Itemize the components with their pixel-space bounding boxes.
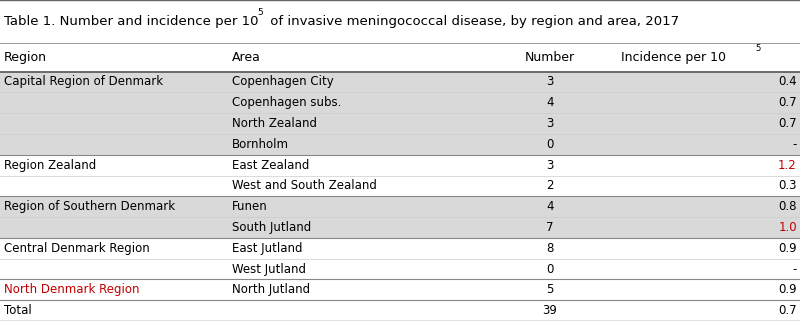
- Text: of invasive meningococcal disease, by region and area, 2017: of invasive meningococcal disease, by re…: [266, 15, 678, 28]
- Bar: [0, 176, 800, 196]
- Text: 0.4: 0.4: [778, 75, 797, 89]
- Text: Funen: Funen: [232, 200, 268, 213]
- Text: 5: 5: [257, 7, 262, 17]
- Text: 0.9: 0.9: [778, 242, 797, 255]
- Text: Central Denmark Region: Central Denmark Region: [4, 242, 150, 255]
- Bar: [0, 279, 800, 300]
- Text: West Jutland: West Jutland: [232, 263, 306, 275]
- Text: Capital Region of Denmark: Capital Region of Denmark: [4, 75, 163, 89]
- Text: 0.7: 0.7: [778, 96, 797, 109]
- Text: Incidence per 10: Incidence per 10: [621, 51, 726, 64]
- Text: Region: Region: [4, 51, 47, 64]
- Text: 0.7: 0.7: [778, 117, 797, 130]
- Text: Region Zealand: Region Zealand: [4, 159, 96, 172]
- Text: Region of Southern Denmark: Region of Southern Denmark: [4, 200, 175, 213]
- Text: 5: 5: [546, 283, 554, 296]
- Text: Copenhagen City: Copenhagen City: [232, 75, 334, 89]
- Bar: [0, 217, 800, 238]
- Text: Total: Total: [4, 304, 32, 317]
- Text: West and South Zealand: West and South Zealand: [232, 179, 377, 192]
- Bar: [0, 300, 800, 321]
- Text: 7: 7: [546, 221, 554, 234]
- Bar: [0, 72, 800, 92]
- Text: North Denmark Region: North Denmark Region: [4, 283, 139, 296]
- Text: East Zealand: East Zealand: [232, 159, 310, 172]
- Text: East Jutland: East Jutland: [232, 242, 302, 255]
- Text: Bornholm: Bornholm: [232, 138, 289, 151]
- Text: 3: 3: [546, 75, 554, 89]
- Text: 5: 5: [755, 44, 761, 53]
- Text: 0.8: 0.8: [778, 200, 797, 213]
- Text: 0.7: 0.7: [778, 304, 797, 317]
- Text: -: -: [793, 138, 797, 151]
- Text: Copenhagen subs.: Copenhagen subs.: [232, 96, 342, 109]
- Text: 2: 2: [546, 179, 554, 192]
- Bar: [0, 0, 800, 43]
- Text: 4: 4: [546, 96, 554, 109]
- Text: 1.2: 1.2: [778, 159, 797, 172]
- Text: North Jutland: North Jutland: [232, 283, 310, 296]
- Text: 3: 3: [546, 159, 554, 172]
- Text: North Zealand: North Zealand: [232, 117, 317, 130]
- Text: 3: 3: [546, 117, 554, 130]
- Bar: [0, 92, 800, 113]
- Text: South Jutland: South Jutland: [232, 221, 311, 234]
- Text: Number: Number: [525, 51, 575, 64]
- Bar: [0, 259, 800, 279]
- Text: 0: 0: [546, 263, 554, 275]
- Bar: [0, 155, 800, 176]
- Text: 39: 39: [542, 304, 558, 317]
- Text: Area: Area: [232, 51, 261, 64]
- Text: 1.0: 1.0: [778, 221, 797, 234]
- Bar: [0, 134, 800, 155]
- Bar: [0, 43, 800, 72]
- Text: 8: 8: [546, 242, 554, 255]
- Text: 4: 4: [546, 200, 554, 213]
- Text: Table 1. Number and incidence per 10: Table 1. Number and incidence per 10: [4, 15, 258, 28]
- Text: 0.9: 0.9: [778, 283, 797, 296]
- Text: 0: 0: [546, 138, 554, 151]
- Bar: [0, 113, 800, 134]
- Text: -: -: [793, 263, 797, 275]
- Bar: [0, 196, 800, 217]
- Text: 0.3: 0.3: [778, 179, 797, 192]
- Bar: [0, 238, 800, 259]
